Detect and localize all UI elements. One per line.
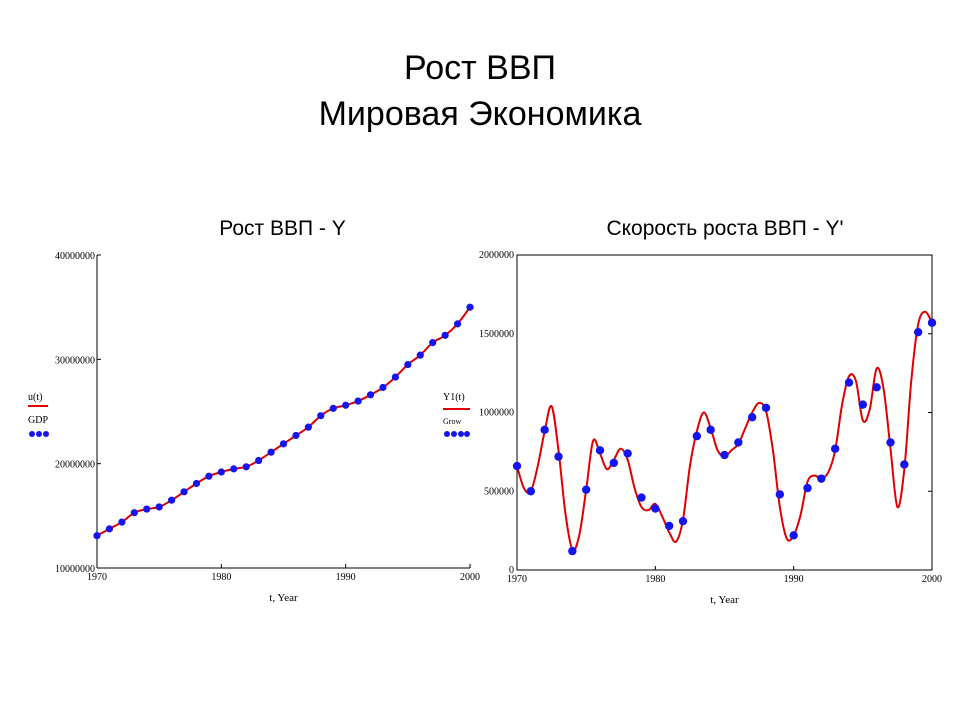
chart1-legend-right-points-name: Grow	[443, 417, 461, 426]
chart2-point	[540, 425, 549, 435]
chart2-point	[609, 458, 619, 468]
chart1-y-tick-label: 10000000	[55, 564, 95, 575]
chart2-title: Скорость роста ВВП - Y'	[606, 217, 844, 240]
chart1-legend-right-point-swatch	[458, 431, 464, 437]
chart1-point-gdp	[416, 351, 424, 359]
chart2-x-tick-label: 1990	[784, 574, 804, 585]
chart1-y-tick-label: 20000000	[55, 460, 95, 471]
chart1-point-gdp	[279, 440, 288, 448]
chart2-point	[747, 413, 757, 422]
chart1-point-gdp	[168, 496, 176, 504]
chart1-point-gdp	[205, 472, 213, 480]
chart1-legend-left-points-name: GDP	[28, 415, 48, 426]
chart2-y-tick-label: 2000000	[479, 250, 514, 261]
chart2-point	[692, 431, 702, 441]
chart2-point	[568, 546, 577, 556]
chart2-point	[789, 531, 798, 540]
chart1-y-tick-label: 40000000	[55, 251, 95, 262]
chart1-point-gdp	[391, 373, 399, 381]
chart2-y-tick-label: 500000	[484, 486, 514, 497]
chart1-point-gdp	[292, 431, 300, 440]
chart2-point	[775, 490, 785, 499]
chart2-y-tick-label: 1000000	[479, 408, 514, 419]
chart1-legend-right-point-swatch	[464, 431, 470, 437]
chart1-point-gdp	[466, 303, 474, 311]
chart2-point	[886, 438, 895, 447]
chart1-point-gdp	[453, 320, 462, 328]
chart2-x-tick-label: 2000	[922, 574, 942, 585]
chart2-x-axis-label: t, Year	[710, 594, 739, 606]
chart2-point	[817, 474, 826, 483]
chart1-point-gdp	[180, 488, 188, 496]
chart2-point	[720, 450, 729, 460]
chart2-point	[706, 425, 715, 435]
chart1-legend-right-point-swatch	[444, 431, 450, 437]
chart1-point-gdp	[130, 509, 138, 517]
chart1-point-gdp	[230, 465, 238, 473]
chart2-point	[734, 438, 743, 447]
chart2-point	[512, 461, 522, 471]
chart1-line-u	[96, 306, 471, 537]
chart1-point-gdp	[429, 339, 437, 347]
chart1-legend-right-point-swatch	[451, 431, 457, 437]
chart2-point	[554, 452, 563, 461]
chart1-point-gdp	[366, 391, 375, 399]
chart2-point	[581, 485, 591, 494]
chart1-title: Рост ВВП - Y	[219, 217, 346, 240]
chart1-point-gdp	[217, 468, 225, 476]
chart2-point	[761, 403, 771, 412]
chart1-point-gdp	[192, 479, 201, 488]
chart2-point	[595, 446, 605, 455]
chart1-point-gdp	[441, 331, 449, 339]
chart1-point-gdp	[155, 503, 163, 511]
chart2-y-tick-label: 1500000	[479, 329, 514, 340]
chart1-point-gdp	[379, 383, 387, 392]
chart1-point-gdp	[317, 412, 325, 420]
chart2-point	[637, 493, 646, 502]
chart2-x-tick-label: 1980	[645, 574, 665, 585]
chart2-point	[913, 327, 923, 337]
chart1-point-gdp	[354, 397, 362, 405]
chart1-x-tick-label: 1980	[211, 572, 231, 583]
chart1-point-gdp	[93, 532, 101, 540]
chart1-point-gdp	[267, 448, 275, 456]
chart1-point-gdp	[342, 401, 350, 409]
slide-title-line1: Рост ВВП	[404, 49, 556, 87]
chart1-legend-left-point-swatch	[29, 431, 35, 437]
chart2-line-growth-rate	[516, 310, 933, 552]
chart1-x-axis-label: t, Year	[269, 592, 298, 604]
chart2-point	[844, 378, 854, 387]
chart1-legend-left-point-swatch	[43, 431, 49, 437]
chart1-point-gdp	[329, 404, 337, 412]
chart1-point-gdp	[143, 505, 151, 513]
chart1-y-tick-label: 30000000	[55, 355, 95, 366]
chart2-y-tick-label: 0	[509, 565, 514, 576]
chart1-point-gdp	[105, 525, 114, 533]
slide-title-line2: Мировая Экономика	[318, 95, 642, 133]
chart1-point-gdp	[404, 360, 412, 369]
chart2-point	[651, 504, 660, 513]
chart2-point	[872, 383, 881, 392]
chart2-point	[927, 318, 937, 327]
chart1-legend-left-line-name: u(t)	[28, 392, 42, 403]
chart2-point	[526, 487, 536, 496]
chart1-legend-right-line-name: Y1(t)	[443, 392, 465, 403]
chart2-point	[623, 449, 632, 458]
chart2-point	[858, 400, 868, 409]
chart2-point	[900, 460, 909, 469]
chart2-x-tick-label: 1970	[507, 574, 527, 585]
chart2-point	[678, 516, 688, 526]
chart2-point	[830, 444, 840, 453]
chart2-point	[803, 483, 812, 493]
chart1-x-tick-label: 2000	[460, 572, 480, 583]
chart1-point-gdp	[304, 423, 312, 431]
chart1-point-gdp	[242, 463, 250, 471]
chart1-x-tick-label: 1970	[87, 572, 107, 583]
chart1-point-gdp	[118, 518, 126, 526]
chart1-x-tick-label: 1990	[336, 572, 356, 583]
chart1-legend-left-point-swatch	[36, 431, 42, 437]
chart1-point-gdp	[255, 456, 263, 465]
chart2-point	[664, 521, 674, 531]
